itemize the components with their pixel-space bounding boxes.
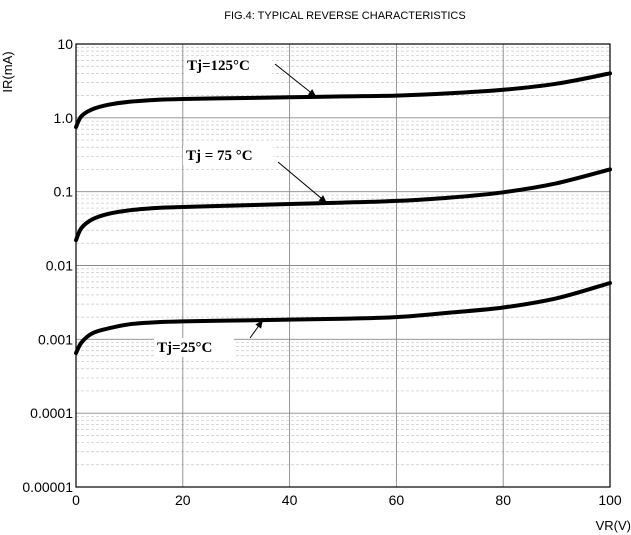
curve-annotations: Tj=125°C Tj = 75 °C Tj=25°C (154, 56, 328, 357)
series-line (74, 71, 612, 130)
x-tick-label: 0 (72, 492, 80, 508)
curve-label: Tj=25°C (157, 340, 212, 356)
x-tick-label: 100 (598, 492, 622, 508)
y-tick-label: 0.0001 (30, 405, 73, 421)
annotation-label-box (183, 146, 273, 165)
minor-grid (76, 47, 610, 466)
x-tick-labels: 0 20 40 60 80 100 (72, 492, 622, 508)
curve-label: Tj=125°C (187, 58, 250, 74)
x-tick-label: 60 (389, 492, 405, 508)
y-tick-label: 1.0 (54, 110, 74, 126)
y-tick-label: 0.01 (46, 258, 73, 274)
chart-title: FIG.4: TYPICAL REVERSE CHARACTERISTICS (224, 10, 465, 22)
curve-label: Tj = 75 °C (186, 148, 253, 164)
annotation-label-box (184, 56, 272, 75)
annotation-arrowhead (255, 320, 263, 329)
plot-frame (75, 43, 611, 488)
series-curves (74, 71, 612, 356)
annotation-arrowhead (307, 89, 317, 97)
annotation-leader (277, 161, 328, 204)
x-tick-label: 20 (175, 492, 191, 508)
y-tick-labels: 0.00001 0.0001 0.001 0.01 0.1 1.0 10 (22, 36, 73, 495)
annotation-arrowhead (318, 195, 327, 204)
annotation-leader (274, 63, 317, 98)
x-tick-label: 40 (282, 492, 298, 508)
y-tick-label: 0.1 (54, 184, 74, 200)
x-axis-label: VR(V) (596, 518, 631, 533)
series-line (74, 281, 612, 356)
y-tick-label: 10 (57, 36, 73, 52)
y-tick-label: 0.00001 (22, 479, 73, 495)
annotation-label-box (154, 338, 234, 357)
y-tick-label: 0.001 (38, 331, 73, 347)
x-tick-label: 80 (495, 492, 511, 508)
series-line (74, 167, 612, 243)
y-axis-label: IR(mA) (0, 51, 15, 92)
